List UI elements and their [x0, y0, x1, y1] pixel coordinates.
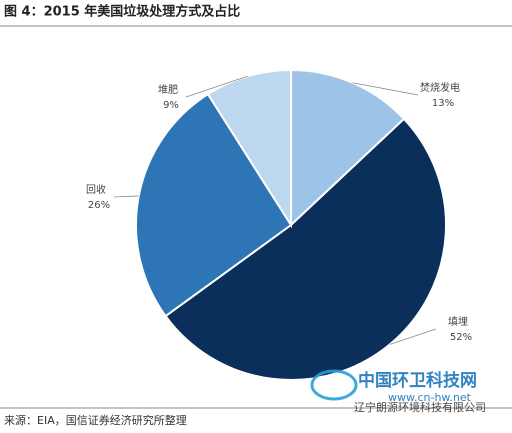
category-label: 回收 — [86, 183, 106, 196]
watermark: 中国环卫科技网 www.cn-hw.net 辽宁朗源环境科技有限公司 — [310, 369, 486, 414]
category-label: 堆肥 — [158, 84, 178, 96]
category-label: 焚烧发电 — [420, 81, 460, 94]
source: 来源：EIA，国信证券经济研究所整理 — [4, 413, 187, 427]
category-label: 填埋 — [448, 315, 468, 328]
watermark-url: www.cn-hw.net — [388, 391, 472, 404]
pie: 焚烧发电 13% 填埋 52% 回收 26% 堆肥 9% — [86, 68, 472, 381]
watermark-company: 辽宁朗源环境科技有限公司 — [354, 400, 486, 414]
leader-line — [113, 195, 139, 198]
value-label: 9% — [163, 100, 179, 111]
pie-slice — [290, 68, 406, 228]
leader-line — [352, 82, 419, 96]
value-label: 26% — [88, 200, 110, 211]
leader-line — [389, 328, 437, 345]
chart-title: 图 4：2015 年美国垃圾处理方式及占比 — [4, 4, 240, 20]
watermark-site: 中国环卫科技网 — [358, 370, 477, 391]
pie-slice — [135, 92, 293, 318]
pie-slice — [164, 117, 447, 381]
value-label: 52% — [450, 332, 472, 343]
value-label: 13% — [432, 98, 454, 109]
watermark-logo — [310, 369, 358, 401]
leader-line — [185, 75, 248, 98]
